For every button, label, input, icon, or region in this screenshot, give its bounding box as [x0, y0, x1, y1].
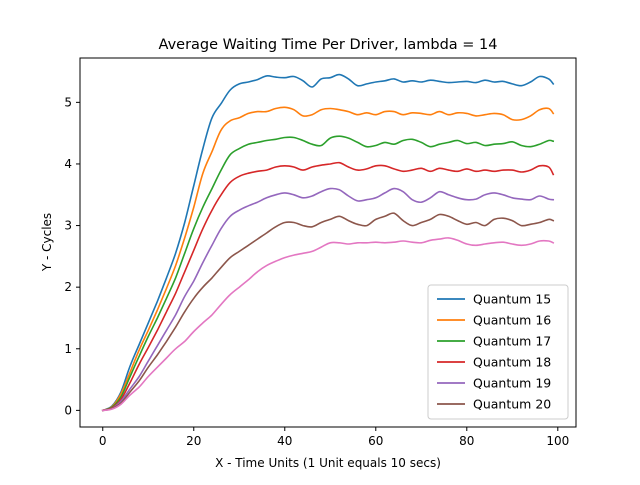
legend-label-quantum-20: Quantum 20 [473, 397, 551, 412]
x-axis-ticks: 0 20 40 60 80 100 [99, 427, 569, 448]
x-tick-label: 100 [546, 434, 569, 448]
y-tick-label: 3 [64, 219, 72, 233]
series-line-quantum-15 [101, 73, 555, 412]
series-line-quantum-20 [101, 212, 555, 412]
legend-label-quantum-18: Quantum 18 [473, 355, 551, 370]
y-tick-label: 4 [64, 157, 72, 171]
plot-lines [101, 73, 555, 412]
legend-box [427, 284, 569, 420]
legend-label-quantum-15: Quantum 15 [473, 292, 551, 307]
y-tick-label: 0 [64, 403, 72, 417]
legend-label-quantum-19: Quantum 19 [473, 376, 551, 391]
series-line-quantum-17 [101, 135, 555, 412]
series-line-quantum-16 [101, 106, 555, 412]
x-tick-label: 0 [99, 434, 107, 448]
y-axis-ticks: 0 1 2 3 4 5 [64, 95, 80, 417]
x-tick-label: 80 [459, 434, 474, 448]
legend: Quantum 15 Quantum 16 Quantum 17 Quantum 18… [427, 284, 569, 420]
x-tick-label: 40 [277, 434, 292, 448]
x-tick-label: 60 [368, 434, 383, 448]
series-line-quantum-18 [101, 161, 555, 412]
x-tick-label: 20 [186, 434, 201, 448]
plot-frame [79, 57, 577, 428]
y-tick-label: 5 [64, 95, 72, 109]
legend-label-quantum-17: Quantum 17 [473, 334, 551, 349]
y-axis-label: Y - Cycles [40, 213, 54, 272]
y-tick-label: 2 [64, 280, 72, 294]
series-line-quantum-19 [101, 187, 555, 412]
legend-label-quantum-16: Quantum 16 [473, 313, 551, 328]
chart-title: Average Waiting Time Per Driver, lambda … [159, 37, 498, 53]
series-line-unlabeled-7 [101, 237, 555, 412]
y-tick-label: 1 [64, 342, 72, 356]
x-axis-label: X - Time Units (1 Unit equals 10 secs) [215, 456, 441, 470]
